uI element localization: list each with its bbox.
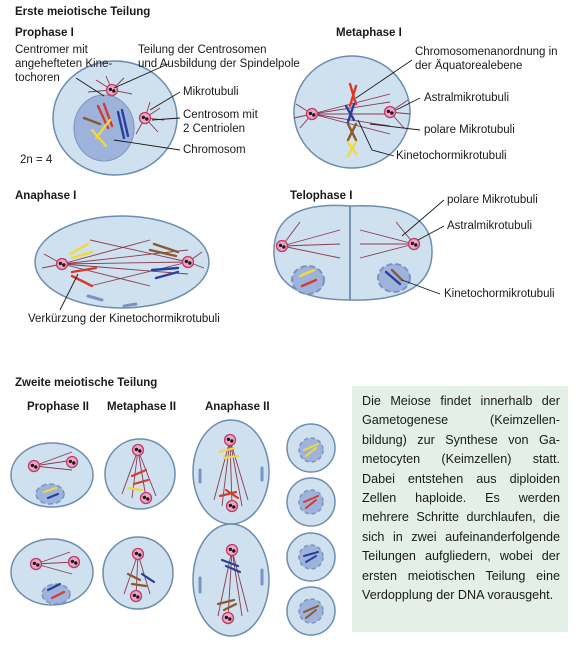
label-centrosome-division: Teilung der Centrosomen und Ausbildung d…: [138, 44, 300, 70]
centrosome-icon: [55, 257, 69, 271]
centrosome-icon: [275, 239, 289, 253]
label-astral-microtubules-metaphase: Astralmikrotubuli: [424, 92, 509, 104]
stage-anaphase2: Anaphase II: [205, 401, 270, 413]
label-chromosome-arrangement: Chromosomenanordnung in der Äquatorealeb…: [415, 46, 558, 72]
stage-telophase1: Telophase I: [290, 190, 353, 202]
centrosome-icon: [305, 107, 319, 121]
centrosome-icon: [181, 255, 195, 269]
label-centromere: Centromer mit angehefteten Kine- tochore…: [15, 44, 113, 84]
info-box: [352, 386, 568, 632]
anaphase2-cells: [192, 419, 270, 637]
label-ploidy: 2n = 4: [20, 154, 53, 166]
label-polar-microtubules-telophase: polare Mikrotubuli: [447, 194, 538, 206]
centrosome-icon: [407, 237, 421, 251]
prophase2-cells: [10, 442, 94, 606]
label-astral-microtubules-telophase: Astralmikrotubuli: [447, 220, 532, 232]
telophase1-cells: [273, 204, 433, 301]
metaphase2-cells: [102, 438, 176, 610]
label-microtubules: Mikrotubuli: [183, 86, 239, 98]
prophase1-cell: [52, 60, 178, 176]
label-kinetochore-microtubules-metaphase: Kinetochormikrotubuli: [396, 150, 507, 162]
metaphase1-cell: [293, 55, 411, 169]
label-centrosome: Centrosom mit 2 Centriolen: [183, 109, 258, 135]
stage-prophase1: Prophase I: [15, 27, 74, 39]
stage-metaphase2: Metaphase II: [107, 401, 177, 413]
anaphase1-cell: [34, 215, 210, 309]
info-text: Die Meiose findet innerhalb der Gametoge…: [362, 394, 560, 603]
telophase2-cells: [286, 423, 336, 636]
stage-prophase2: Prophase II: [27, 401, 89, 413]
centrosome-icon: [383, 105, 397, 119]
leader-lines: [59, 59, 445, 311]
stage-metaphase1: Metaphase I: [336, 27, 402, 39]
label-polar-microtubules-metaphase: polare Mikrotubuli: [424, 124, 515, 136]
centrosome-icon: [138, 111, 152, 125]
centrosome-icon: [105, 83, 119, 97]
second-division-heading: Zweite meiotische Teilung: [15, 377, 158, 389]
stage-anaphase1: Anaphase I: [15, 190, 77, 202]
label-kinetochore-microtubules-telophase: Kinetochormikrotubuli: [444, 288, 555, 300]
label-shortening: Verkürzung der Kinetochormikrotubuli: [28, 313, 220, 325]
label-chromosome: Chromosom: [183, 144, 246, 156]
first-division-heading: Erste meiotische Teilung: [15, 6, 151, 18]
